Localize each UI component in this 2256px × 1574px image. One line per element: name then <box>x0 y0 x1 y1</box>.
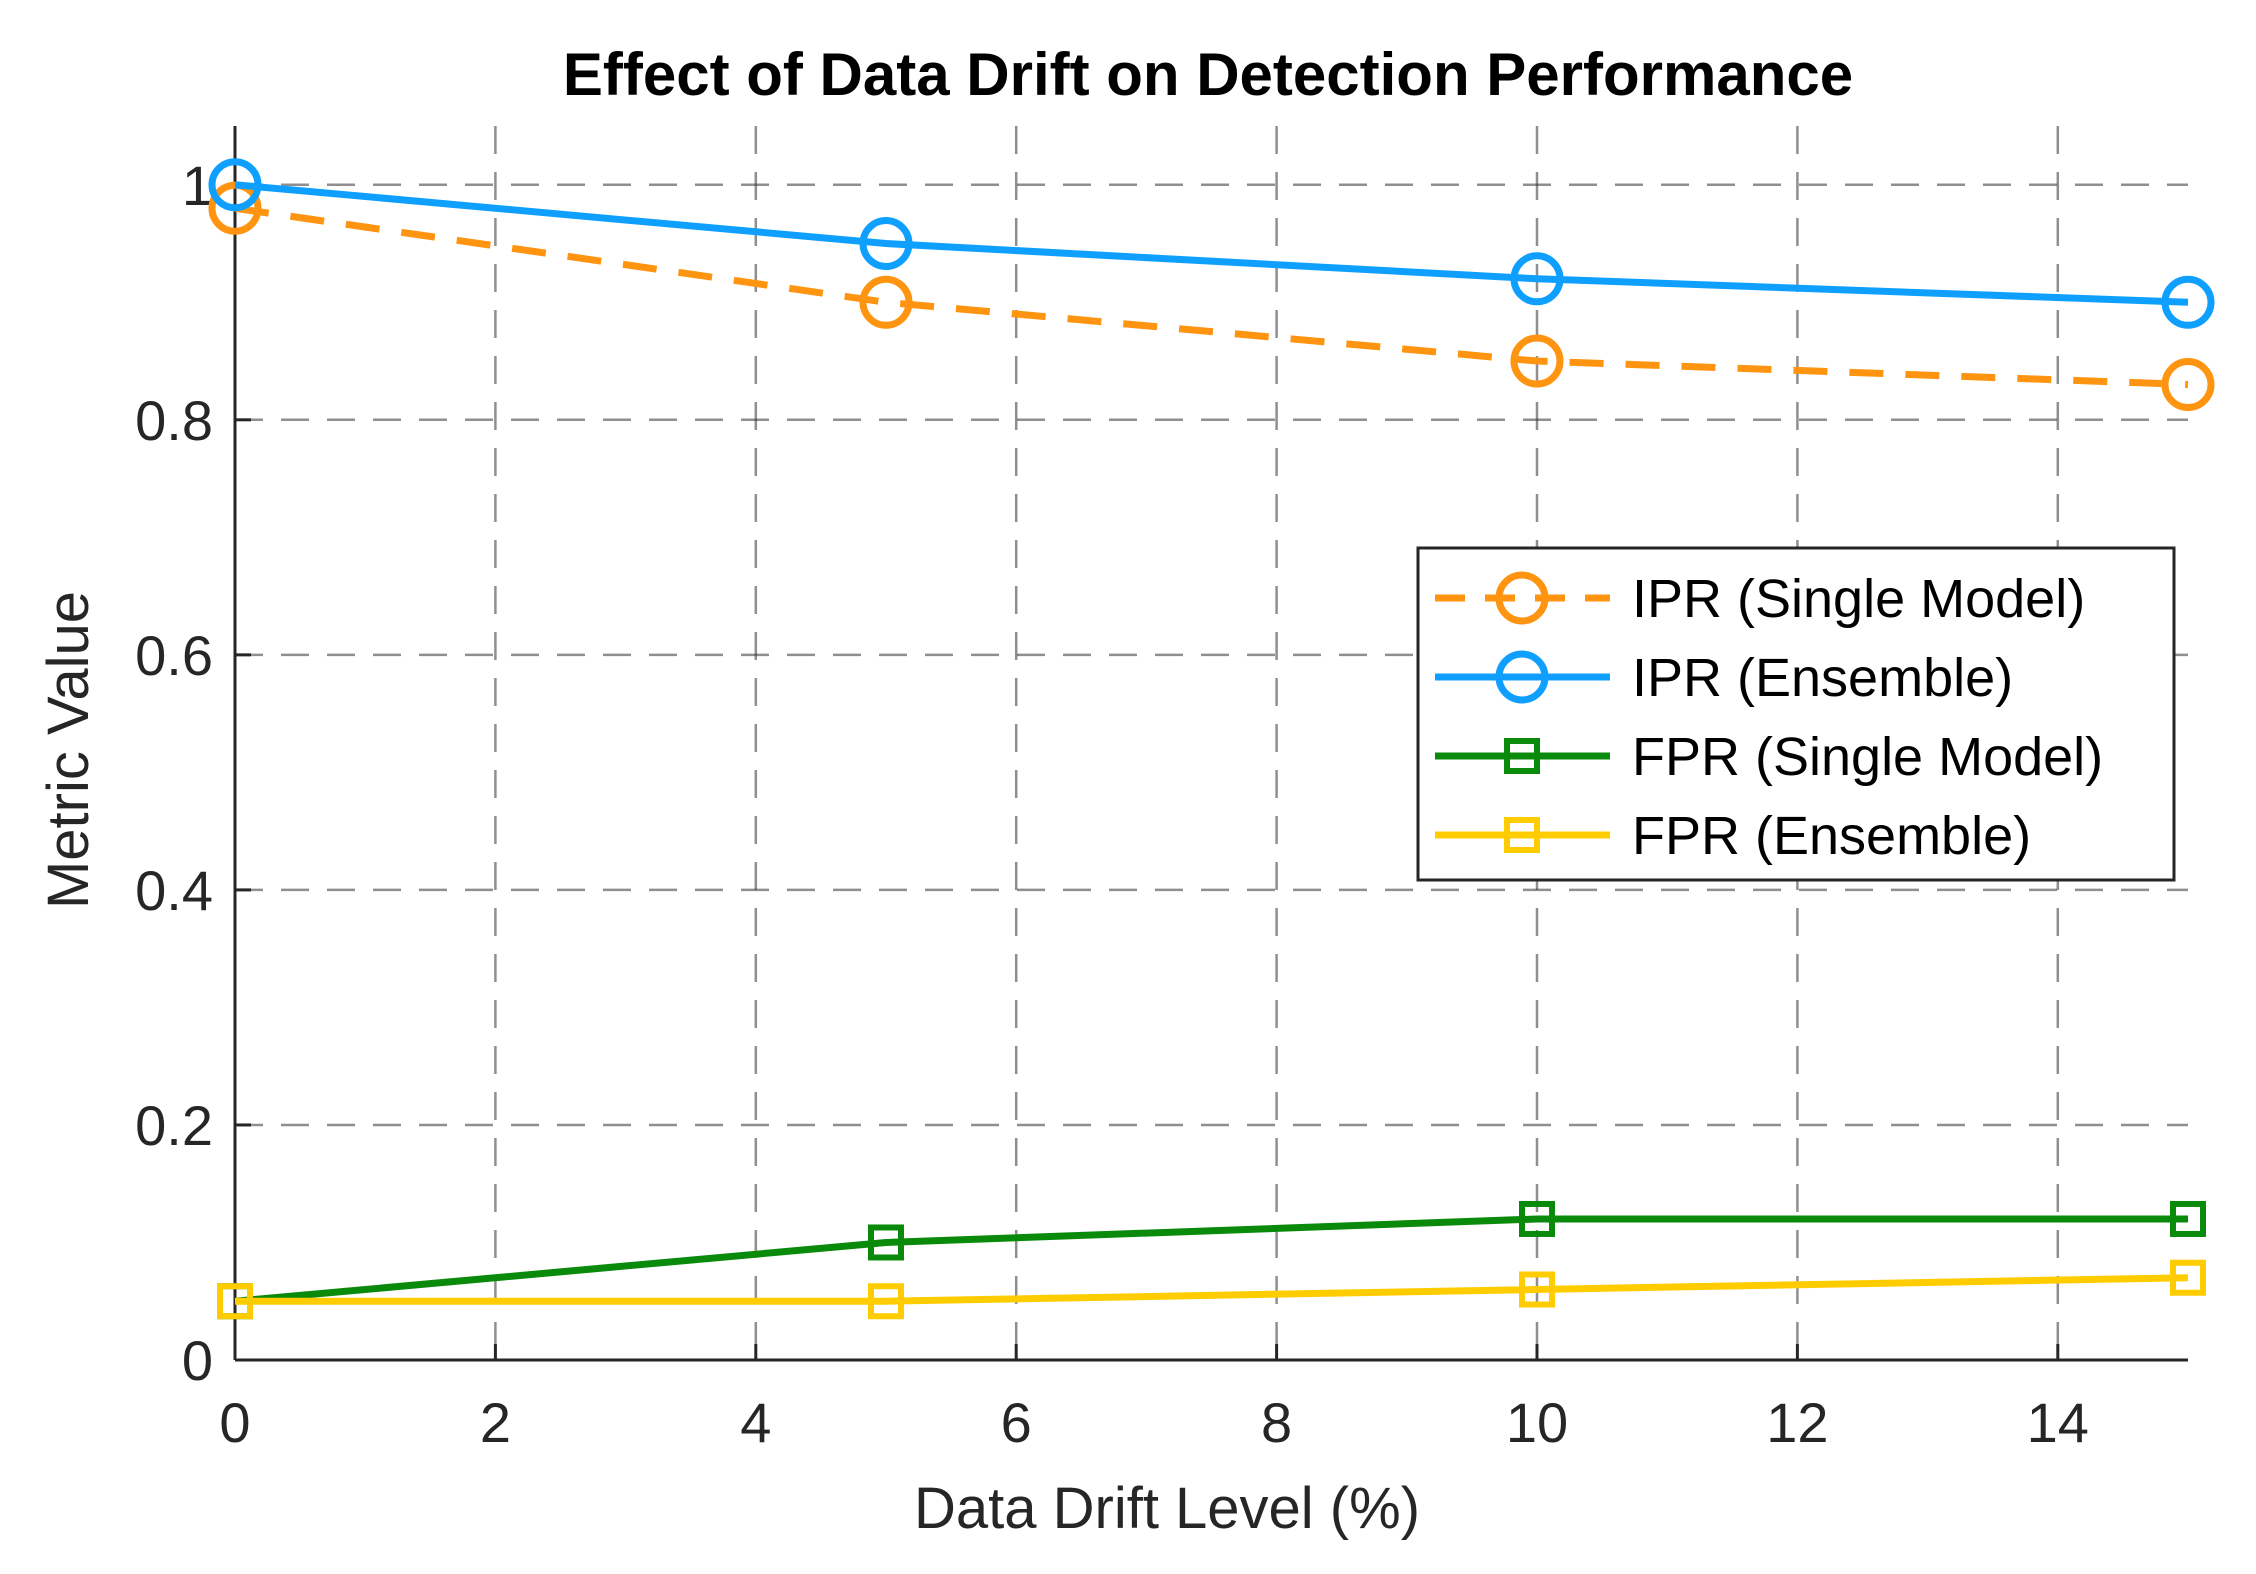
data-point <box>2161 275 2215 329</box>
data-point <box>859 275 913 329</box>
legend: IPR (Single Model) IPR (Ensemble) FPR (Sin… <box>1416 546 2176 882</box>
series-layer <box>208 158 2215 1320</box>
y-tick-label: 0.2 <box>135 1094 213 1157</box>
series-line <box>234 1215 2188 1305</box>
x-tick-label: 10 <box>1506 1391 1568 1454</box>
x-tick-label: 14 <box>2027 1391 2089 1454</box>
legend-marker <box>1495 571 1549 625</box>
legend-label: FPR (Ensemble) <box>1632 806 2031 866</box>
y-tick-label: 0.6 <box>135 624 213 687</box>
y-axis-label: Metric Value <box>36 591 101 909</box>
x-tick-label: 2 <box>480 1391 511 1454</box>
y-tick-label: 1 <box>182 154 213 217</box>
series-line <box>234 181 2189 306</box>
x-tick-label: 6 <box>1001 1391 1032 1454</box>
legend-item: IPR (Single Model) <box>1435 569 2085 629</box>
legend-item: FPR (Single Model) <box>1435 727 2103 787</box>
data-point <box>208 158 262 212</box>
y-tick-label: 0.4 <box>135 859 213 922</box>
x-axis-label: Data Drift Level (%) <box>914 1476 1420 1541</box>
data-point <box>2161 358 2215 412</box>
legend-marker <box>1504 817 1540 853</box>
series-line <box>234 204 2189 389</box>
legend-label: IPR (Single Model) <box>1632 569 2085 629</box>
data-point <box>2170 1200 2206 1237</box>
legend-item: FPR (Ensemble) <box>1435 806 2031 866</box>
y-tick-label: 0 <box>182 1329 213 1392</box>
chart-title: Effect of Data Drift on Detection Perfor… <box>563 41 1853 108</box>
data-point <box>2170 1259 2206 1296</box>
y-tick-label: 0.8 <box>135 389 213 452</box>
legend-item: IPR (Ensemble) <box>1435 648 2013 708</box>
x-tick-label: 8 <box>1261 1391 1292 1454</box>
data-point <box>1519 1271 1555 1308</box>
tick-labels: 0 2 4 6 8 10 12 14 0 0.2 0.4 0.6 0.8 1 <box>135 154 2089 1454</box>
data-point <box>217 1283 253 1320</box>
x-tick-label: 0 <box>219 1391 250 1454</box>
data-point <box>868 1224 904 1261</box>
data-point <box>859 217 913 271</box>
x-tick-label: 12 <box>1766 1391 1828 1454</box>
data-point <box>1510 252 1564 306</box>
series-1 <box>208 158 2215 329</box>
legend-marker <box>1504 738 1540 774</box>
axes <box>233 126 2188 1362</box>
series-3 <box>217 1259 2206 1320</box>
legend-label: FPR (Single Model) <box>1632 727 2103 787</box>
x-tick-label: 4 <box>740 1391 771 1454</box>
data-point <box>1519 1200 1555 1237</box>
data-point <box>868 1283 904 1320</box>
series-0 <box>208 181 2215 412</box>
legend-label: IPR (Ensemble) <box>1632 648 2013 708</box>
data-point <box>1510 334 1564 388</box>
series-line <box>235 1274 2189 1305</box>
legend-marker <box>1495 650 1549 704</box>
